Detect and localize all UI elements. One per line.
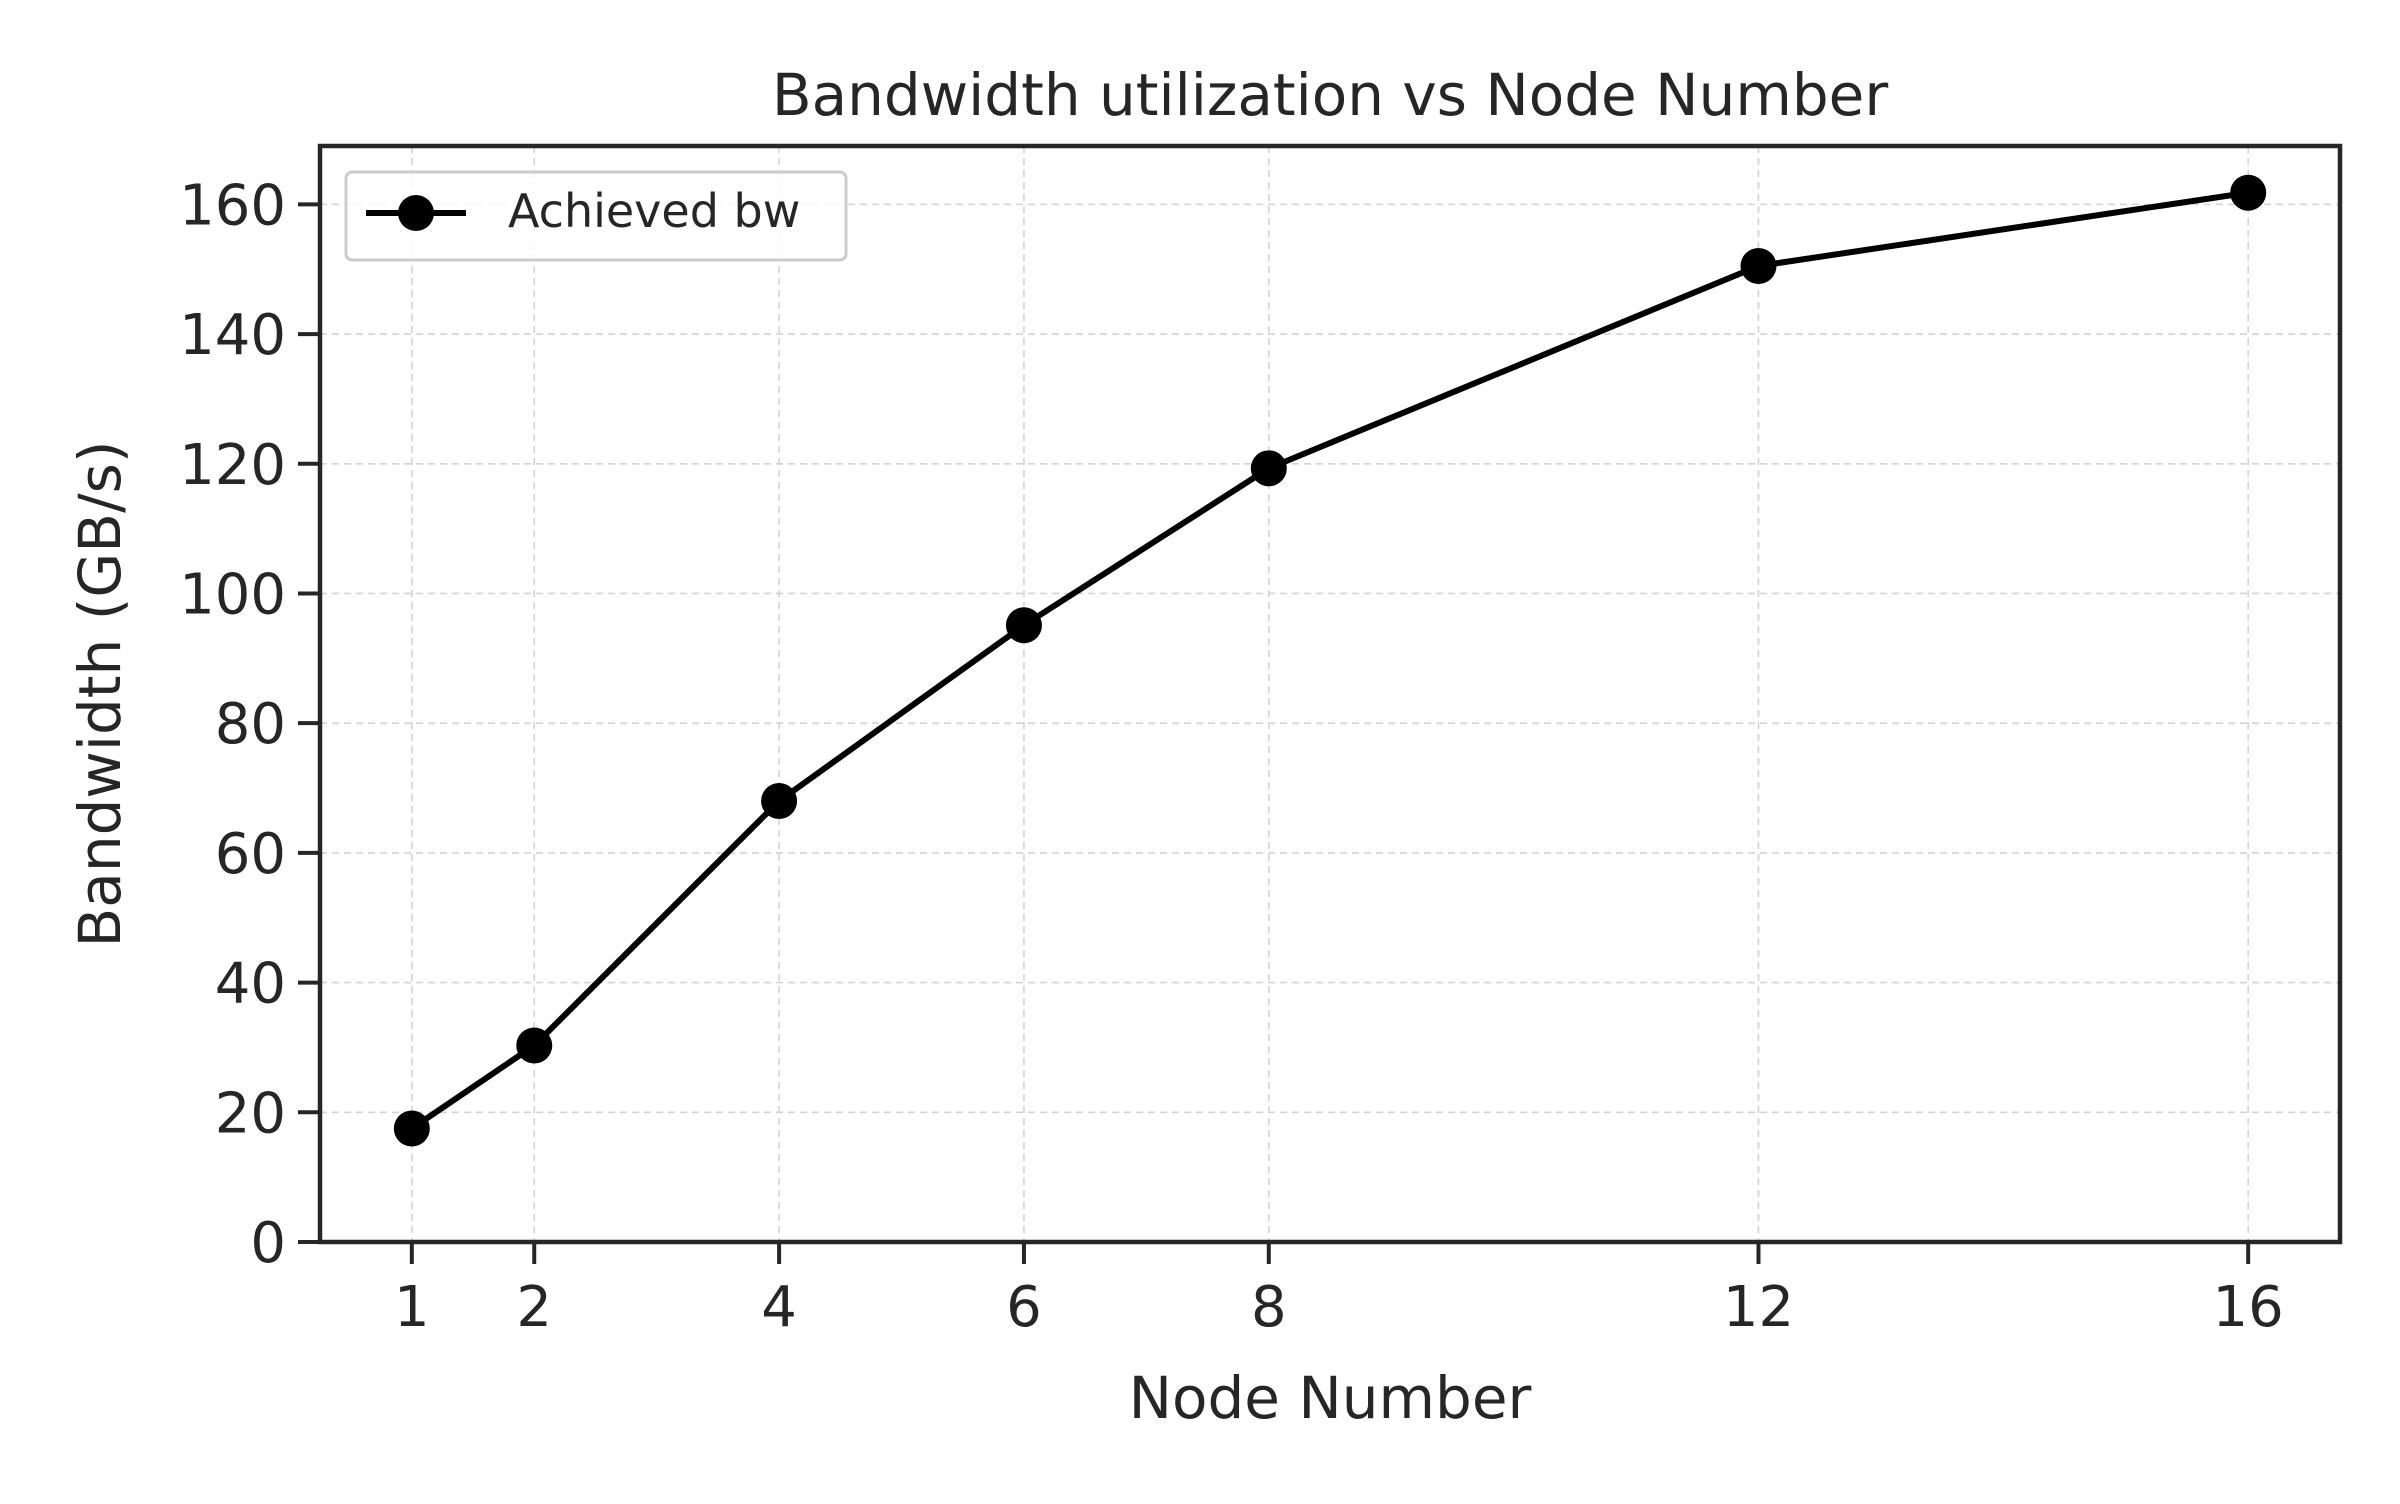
- y-tick-label: 160: [179, 173, 286, 238]
- x-tick-label: 4: [761, 1275, 797, 1340]
- y-tick-label: 100: [179, 562, 286, 627]
- y-tick-label: 140: [179, 303, 286, 368]
- x-tick-label: 8: [1251, 1275, 1287, 1340]
- data-point: [2230, 174, 2267, 211]
- x-tick-label: 6: [1006, 1275, 1042, 1340]
- legend-frame: [344, 170, 848, 262]
- grid: [320, 146, 2340, 1242]
- y-axis-label: Bandwidth (GB/s): [66, 441, 134, 948]
- data-point: [516, 1027, 553, 1064]
- y-tick-label: 20: [215, 1081, 286, 1146]
- legend-label: Achieved bw: [508, 184, 800, 238]
- y-tick-label: 120: [179, 433, 286, 498]
- series-line: [410, 189, 2249, 1131]
- legend: Achieved bw: [344, 170, 848, 262]
- y-tick-label: 40: [215, 952, 286, 1017]
- y-tick-label: 80: [215, 692, 286, 757]
- x-tick-label: 12: [1723, 1275, 1794, 1340]
- chart-title: Bandwidth utilization vs Node Number: [772, 61, 1889, 129]
- x-axis-label: Node Number: [1129, 1364, 1532, 1432]
- series-layer: [393, 174, 2267, 1147]
- x-tick-label: 2: [516, 1275, 552, 1340]
- legend-marker-sample: [398, 195, 434, 231]
- data-point: [393, 1110, 430, 1147]
- data-point: [1005, 607, 1042, 644]
- x-tick-label: 16: [2213, 1275, 2284, 1340]
- data-point: [761, 783, 798, 820]
- y-tick-label: 60: [215, 822, 286, 887]
- plot-frame: [317, 143, 2343, 1245]
- x-tick-label: 1: [394, 1275, 430, 1340]
- data-point: [1740, 247, 1777, 284]
- y-tick-label: 0: [250, 1211, 286, 1276]
- data-point: [1250, 450, 1287, 487]
